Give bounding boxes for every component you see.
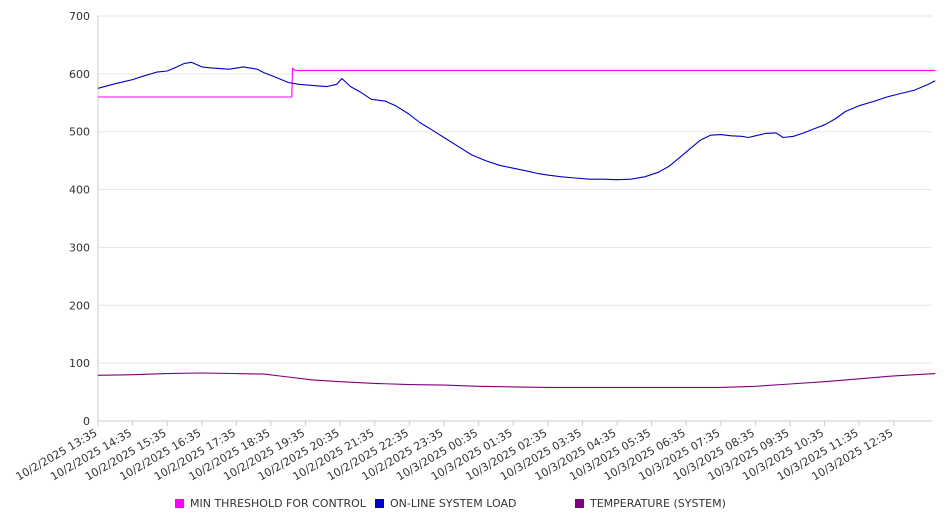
legend-item-temperature: TEMPERATURE (SYSTEM): [575, 497, 726, 510]
series-lines: [97, 61, 936, 388]
series-line-temperature: [97, 372, 936, 388]
y-tick-label: 700: [69, 10, 90, 23]
y-tick-label: 100: [69, 357, 90, 370]
legend-swatch-system-load: [375, 499, 384, 508]
y-tick-label: 300: [69, 241, 90, 254]
y-axis-tick-labels: 0 100 200 300 400 500 600 700: [69, 10, 90, 428]
y-tick-label: 400: [69, 184, 90, 197]
legend-label-min-threshold: MIN THRESHOLD FOR CONTROL: [190, 497, 366, 510]
axes: [97, 16, 932, 426]
y-tick-label: 200: [69, 299, 90, 312]
series-line-system-load: [97, 61, 936, 181]
legend-swatch-min-threshold: [175, 499, 184, 508]
y-tick-label: 500: [69, 126, 90, 139]
legend-item-min-threshold: MIN THRESHOLD FOR CONTROL: [175, 497, 366, 510]
legend-label-temperature: TEMPERATURE (SYSTEM): [590, 497, 726, 510]
legend-label-system-load: ON-LINE SYSTEM LOAD: [390, 497, 517, 510]
legend: MIN THRESHOLD FOR CONTROL ON-LINE SYSTEM…: [0, 497, 946, 515]
y-tick-label: 0: [83, 415, 90, 428]
legend-item-system-load: ON-LINE SYSTEM LOAD: [375, 497, 516, 510]
grid-lines: [98, 15, 932, 364]
series-line-min-threshold: [98, 67, 936, 98]
legend-swatch-temperature: [575, 499, 584, 508]
y-tick-label: 600: [69, 68, 90, 81]
